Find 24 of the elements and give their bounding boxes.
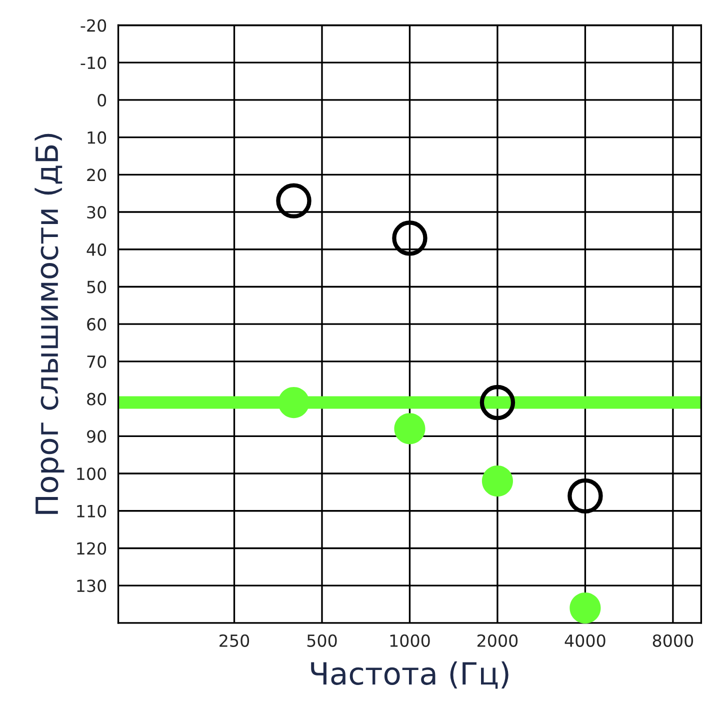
y-tick-label: 30 — [87, 206, 106, 219]
y-tick-label: 120 — [77, 542, 106, 555]
y-tick-label: 90 — [87, 430, 106, 443]
x-tick-label: 500 — [307, 634, 337, 647]
y-tick-label: -10 — [80, 56, 106, 70]
x-tick-label: 8000 — [652, 634, 694, 647]
x-tick-label: 250 — [220, 634, 250, 647]
y-tick-label: 130 — [77, 580, 106, 592]
y-tick-label: 80 — [87, 392, 106, 406]
y-tick-label: 100 — [77, 467, 106, 480]
y-tick-label: 20 — [87, 168, 106, 182]
x-axis-title: Частота (Гц) — [311, 661, 508, 689]
y-tick-label: 60 — [87, 318, 106, 331]
y-tick-label: 70 — [87, 355, 106, 368]
y-axis-title: Порог слышимости (дБ) — [34, 134, 64, 514]
y-tick-label: 50 — [87, 280, 106, 294]
x-tick-label: 1000 — [390, 634, 430, 647]
y-tick-label: 40 — [86, 243, 106, 256]
x-tick-label: 4000 — [564, 634, 606, 647]
x-tick-label: 2000 — [477, 634, 518, 647]
y-tick-label: 110 — [77, 504, 106, 518]
y-tick-label: -20 — [80, 19, 106, 32]
y-tick-label: 10 — [88, 131, 106, 144]
y-tick-label: 0 — [98, 94, 106, 107]
